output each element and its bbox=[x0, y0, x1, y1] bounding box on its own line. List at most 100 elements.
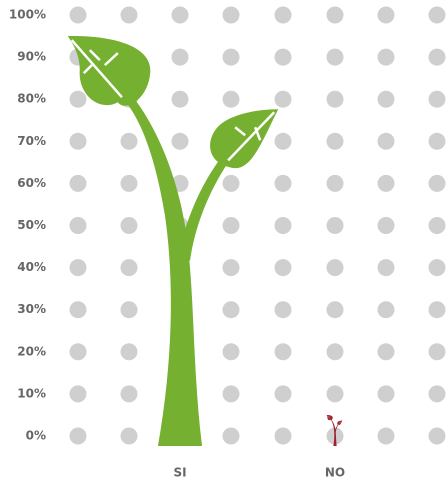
grid-dot bbox=[69, 343, 87, 361]
y-tick-label: 70% bbox=[17, 134, 46, 148]
y-tick-label: 50% bbox=[17, 218, 46, 232]
grid-dot bbox=[377, 174, 395, 192]
leaf-vein bbox=[227, 111, 276, 162]
grid-dot bbox=[222, 427, 240, 445]
grid-dot bbox=[120, 343, 138, 361]
grid-dot bbox=[326, 174, 344, 192]
grid-dot bbox=[326, 385, 344, 403]
y-tick-label: 30% bbox=[17, 302, 46, 316]
grid-dot bbox=[377, 6, 395, 24]
grid-dot bbox=[428, 427, 446, 445]
grid-dot bbox=[120, 217, 138, 234]
grid-dot bbox=[274, 132, 292, 150]
y-tick-label: 0% bbox=[26, 429, 46, 443]
grid-dot bbox=[222, 48, 240, 66]
grid-dot bbox=[120, 132, 138, 150]
grid-dot bbox=[120, 6, 138, 24]
grid-dot bbox=[274, 90, 292, 108]
x-tick-label: NO bbox=[325, 466, 345, 480]
grid-dot bbox=[377, 385, 395, 403]
grid-dot bbox=[222, 385, 240, 403]
grid-dot bbox=[222, 6, 240, 24]
y-tick-label: 60% bbox=[17, 176, 46, 190]
grid-dot bbox=[274, 6, 292, 24]
grid-dot bbox=[171, 48, 189, 66]
grid-dot bbox=[326, 6, 344, 24]
plant-bar bbox=[326, 414, 343, 446]
plant-part bbox=[210, 109, 279, 169]
plant-part bbox=[119, 91, 203, 446]
leaf-vein bbox=[338, 420, 343, 425]
grid-row bbox=[69, 6, 446, 24]
grid-dot bbox=[222, 301, 240, 319]
grid-dot bbox=[120, 301, 138, 319]
grid-dot bbox=[377, 427, 395, 445]
grid-dot bbox=[377, 343, 395, 361]
grid-dot bbox=[171, 6, 189, 24]
grid-dot bbox=[428, 217, 446, 234]
grid-row bbox=[69, 343, 446, 361]
grid-dot bbox=[428, 6, 446, 24]
grid-dot bbox=[428, 301, 446, 319]
plant-part bbox=[334, 423, 340, 432]
grid-dot bbox=[428, 385, 446, 403]
grid-dot bbox=[69, 385, 87, 403]
leaf-vein bbox=[70, 39, 123, 99]
grid-dot bbox=[326, 343, 344, 361]
plant-part bbox=[337, 420, 343, 425]
grid-dot bbox=[222, 90, 240, 108]
grid-dot bbox=[428, 48, 446, 66]
grid-dot bbox=[69, 427, 87, 445]
grid-dot bbox=[120, 385, 138, 403]
grid-dot bbox=[171, 132, 189, 150]
plant-part bbox=[67, 35, 151, 106]
grid-dot bbox=[274, 217, 292, 234]
grid-dot bbox=[326, 132, 344, 150]
grid-dot bbox=[274, 174, 292, 192]
grid-row bbox=[69, 385, 446, 403]
grid-dot bbox=[274, 259, 292, 277]
grid-dot bbox=[274, 48, 292, 66]
grid-row bbox=[69, 132, 446, 150]
grid-dot bbox=[69, 6, 87, 24]
grid-dot bbox=[69, 132, 87, 150]
grid-dot bbox=[326, 259, 344, 277]
grid-dot bbox=[222, 259, 240, 277]
grid-dot bbox=[326, 217, 344, 234]
grid-dot bbox=[274, 427, 292, 445]
grid-dot bbox=[69, 90, 87, 108]
grid-dot bbox=[274, 301, 292, 319]
grid-dot bbox=[222, 174, 240, 192]
grid-row bbox=[69, 217, 446, 234]
grid-dot bbox=[69, 301, 87, 319]
grid-dot bbox=[377, 48, 395, 66]
grid-dot bbox=[377, 301, 395, 319]
grid-row bbox=[69, 174, 446, 192]
grid-dot bbox=[326, 301, 344, 319]
grid-dot bbox=[222, 217, 240, 234]
y-tick-label: 10% bbox=[17, 386, 46, 400]
grid-dot bbox=[428, 259, 446, 277]
y-tick-label: 40% bbox=[17, 260, 46, 274]
grid-dot bbox=[428, 343, 446, 361]
grid-dot bbox=[377, 90, 395, 108]
grid-dot bbox=[377, 217, 395, 234]
grid-dot bbox=[120, 259, 138, 277]
grid-dot bbox=[428, 90, 446, 108]
grid-dot bbox=[222, 343, 240, 361]
grid-dot bbox=[69, 259, 87, 277]
grid-row bbox=[69, 259, 446, 277]
grid-dot bbox=[120, 427, 138, 445]
y-tick-label: 100% bbox=[9, 8, 46, 22]
grid-dot bbox=[69, 174, 87, 192]
grid-dot bbox=[120, 174, 138, 192]
grid-dot bbox=[428, 132, 446, 150]
grid-row bbox=[69, 301, 446, 319]
leaf-vein bbox=[326, 415, 331, 420]
plant-part bbox=[330, 419, 337, 446]
plant-bar bbox=[67, 35, 279, 446]
grid-row bbox=[69, 427, 446, 445]
grid-dot bbox=[326, 90, 344, 108]
grid-dot bbox=[377, 132, 395, 150]
